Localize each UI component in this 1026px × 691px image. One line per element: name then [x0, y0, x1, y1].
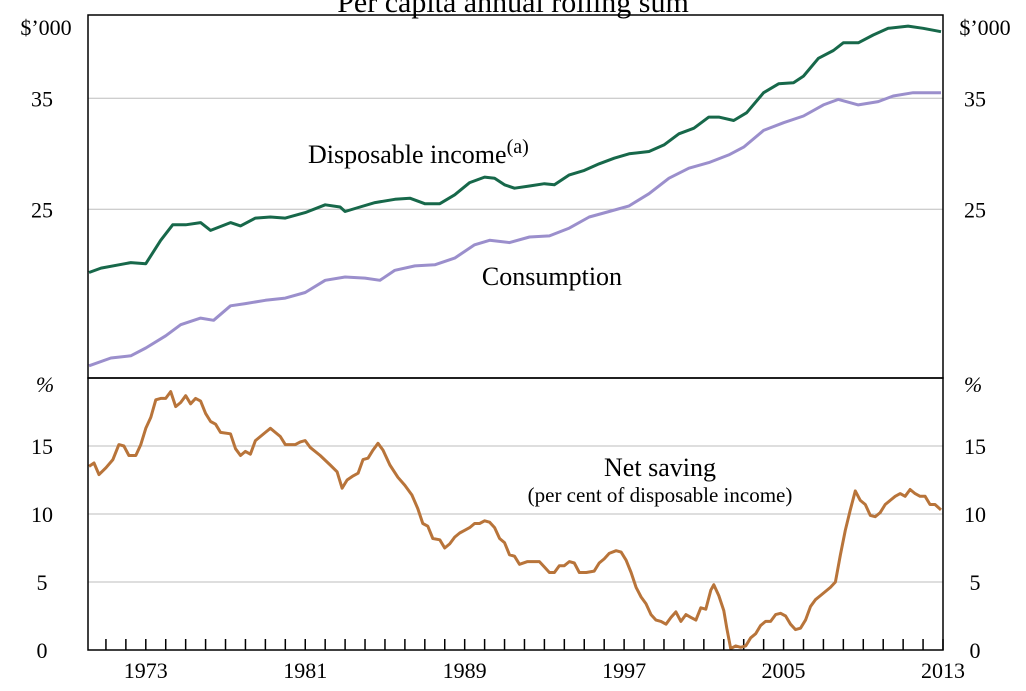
x-tick-label: 1997 — [602, 658, 646, 683]
y2-tick-label: 0 — [970, 638, 981, 663]
chart-title: Per capita annual rolling sum — [337, 0, 689, 19]
y-tick-label: 35 — [31, 86, 53, 111]
y-axis-label: % — [36, 372, 54, 397]
y2-tick-label: 25 — [964, 197, 986, 222]
data-line — [88, 24, 942, 274]
y-tick-label: 25 — [31, 197, 53, 222]
y-tick-label: 5 — [37, 570, 48, 595]
y-axis-label: $’000 — [20, 15, 71, 40]
y2-tick-label: 10 — [964, 502, 986, 527]
y-tick-label: 0 — [37, 638, 48, 663]
y2-axis-label: $’000 — [959, 15, 1010, 40]
series-name: Net saving — [604, 453, 716, 482]
y2-tick-label: 35 — [964, 86, 986, 111]
x-tick-label: 2005 — [762, 658, 806, 683]
series-name: Disposable income — [308, 140, 507, 169]
y-tick-label: 10 — [31, 502, 53, 527]
x-tick-label: 1973 — [124, 658, 168, 683]
y2-axis-label: % — [964, 372, 982, 397]
y-tick-label: 15 — [31, 434, 53, 459]
data-line — [88, 91, 941, 368]
data-line — [88, 390, 943, 651]
series-name: Consumption — [482, 262, 622, 291]
series-name-superscript: (a) — [507, 136, 529, 158]
series-label: Disposable income(a) — [308, 136, 529, 169]
series-label: Consumption — [482, 262, 622, 291]
y2-tick-label: 15 — [964, 434, 986, 459]
x-tick-label: 1981 — [283, 658, 327, 683]
panel-frame — [87, 377, 944, 651]
y2-tick-label: 5 — [970, 570, 981, 595]
panel-frame — [87, 14, 944, 379]
series-label: Net saving — [604, 453, 716, 482]
x-tick-label: 1989 — [443, 658, 487, 683]
x-tick-label: 2013 — [921, 658, 965, 683]
series-subtitle: (per cent of disposable income) — [528, 483, 793, 507]
